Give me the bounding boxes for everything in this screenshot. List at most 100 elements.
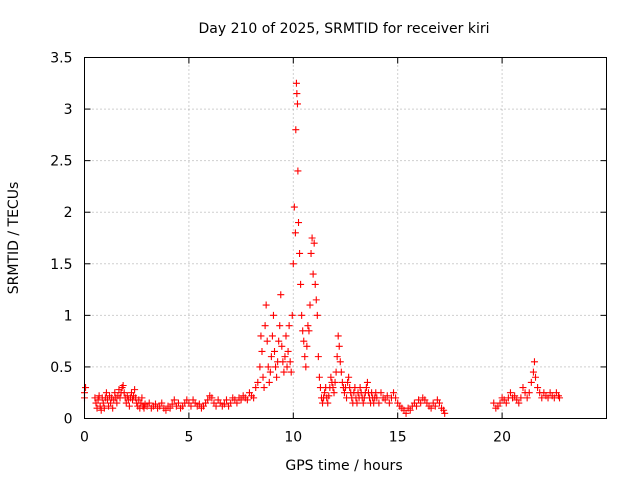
data-point — [252, 384, 260, 392]
data-point — [556, 394, 564, 402]
data-point — [315, 373, 323, 381]
data-point — [287, 368, 295, 376]
data-point — [385, 399, 393, 407]
data-point — [111, 389, 119, 397]
data-point — [441, 409, 449, 417]
data-point — [309, 270, 317, 278]
data-point — [220, 400, 228, 408]
data-point — [312, 296, 320, 304]
data-point — [94, 396, 102, 404]
data-point — [233, 399, 241, 407]
data-point — [313, 311, 321, 319]
data-point — [321, 389, 329, 397]
data-point — [208, 394, 216, 402]
data-point — [269, 311, 277, 319]
data-point — [340, 389, 348, 397]
data-point — [529, 368, 537, 376]
data-point — [125, 402, 133, 410]
data-point — [288, 311, 296, 319]
data-point — [496, 399, 504, 407]
data-point — [344, 378, 352, 386]
data-point — [310, 239, 318, 247]
data-point — [237, 396, 245, 404]
data-point — [336, 358, 344, 366]
data-point — [222, 396, 230, 404]
data-point — [308, 234, 316, 242]
data-point — [299, 327, 307, 335]
data-point — [305, 327, 313, 335]
data-point — [311, 280, 319, 288]
data-point — [297, 280, 305, 288]
data-point — [392, 394, 400, 402]
data-point — [277, 291, 285, 299]
data-point — [356, 384, 364, 392]
data-point — [256, 363, 264, 371]
data-point — [168, 400, 176, 408]
y-tick-label: 0 — [64, 412, 73, 428]
data-point — [259, 373, 267, 381]
data-point — [271, 347, 279, 355]
data-point — [285, 322, 293, 330]
data-point — [96, 402, 104, 410]
data-point — [254, 378, 262, 386]
x-tick-label: 15 — [389, 430, 407, 446]
chart-title: Day 210 of 2025, SRMTID for receiver kir… — [198, 21, 489, 37]
data-point — [250, 394, 258, 402]
y-tick-label: 1 — [64, 308, 73, 324]
x-tick-label: 20 — [493, 430, 511, 446]
plot-frame — [84, 57, 607, 419]
data-point — [258, 347, 266, 355]
data-point — [302, 363, 310, 371]
data-point — [381, 396, 389, 404]
data-point — [113, 399, 121, 407]
data-point — [131, 386, 139, 394]
data-point — [517, 394, 525, 402]
data-point — [282, 332, 290, 340]
data-point — [306, 301, 314, 309]
data-point — [174, 399, 182, 407]
data-point — [295, 219, 303, 227]
y-tick-label: 2.5 — [50, 154, 72, 170]
data-point — [362, 384, 370, 392]
data-point — [82, 384, 90, 392]
data-point — [292, 126, 300, 134]
data-point — [377, 389, 385, 397]
data-point — [506, 389, 514, 397]
x-axis-title: GPS time / hours — [285, 458, 402, 474]
data-point — [334, 332, 342, 340]
data-point — [335, 342, 343, 350]
data-point — [538, 394, 546, 402]
data-point — [162, 406, 170, 414]
data-points — [81, 79, 564, 417]
data-point — [166, 404, 174, 412]
data-point — [265, 378, 273, 386]
data-point — [227, 399, 235, 407]
data-point — [290, 203, 298, 211]
data-point — [412, 402, 420, 410]
data-point — [260, 384, 268, 392]
data-point — [301, 353, 309, 361]
data-point — [502, 399, 510, 407]
data-point — [187, 402, 195, 410]
data-point — [544, 394, 552, 402]
data-point — [212, 402, 220, 410]
data-point — [440, 406, 448, 414]
data-point — [304, 322, 312, 330]
axis-ticks — [84, 57, 607, 419]
data-point — [268, 332, 276, 340]
data-point — [417, 399, 425, 407]
data-point — [294, 167, 302, 175]
data-point — [275, 337, 283, 345]
data-point — [523, 394, 531, 402]
data-point — [515, 399, 523, 407]
data-point — [284, 347, 292, 355]
data-point — [345, 373, 353, 381]
data-point — [519, 384, 527, 392]
data-point — [276, 322, 284, 330]
data-point — [278, 342, 286, 350]
data-point — [262, 301, 270, 309]
data-point — [390, 389, 398, 397]
data-point — [333, 353, 341, 361]
data-point — [170, 396, 178, 404]
data-point — [138, 394, 146, 402]
